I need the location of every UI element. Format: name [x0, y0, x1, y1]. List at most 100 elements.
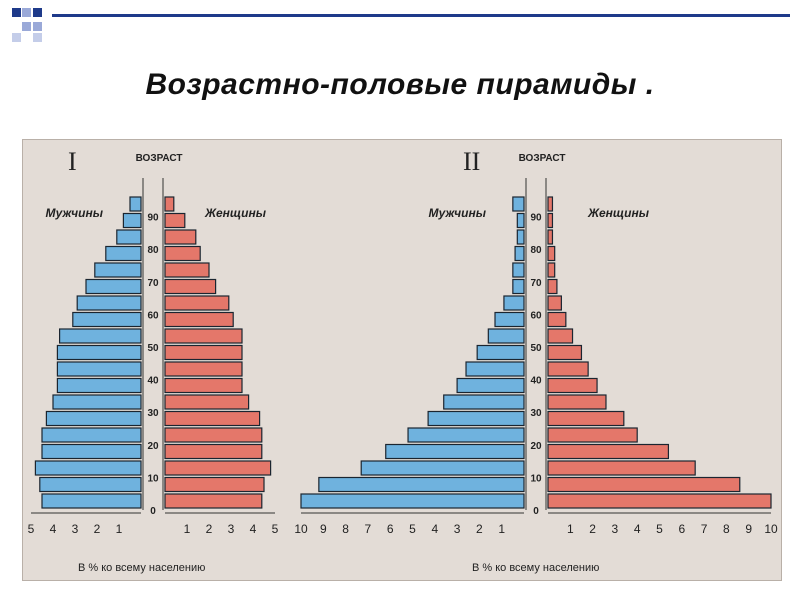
pyramid-2-x-tick-left-3: 3 [454, 522, 461, 536]
pyramid-2-bar-male-18 [512, 196, 525, 212]
pyramid-2-series-label-male: Мужчины [429, 206, 487, 220]
pyramid-2-bar-male-0 [300, 493, 525, 509]
pyramid-2-x-tick-right-2: 2 [589, 522, 596, 536]
pyramid-2-age-tick-10: 10 [530, 473, 542, 484]
deco-square-light-2 [22, 22, 31, 31]
pyramid-1-x-tick-left-3: 3 [72, 522, 79, 536]
pyramid-1-bar-female-18 [164, 196, 175, 212]
pyramid-2-age-tick-60: 60 [530, 310, 542, 321]
pyramid-1-x-tick-right-5: 5 [272, 522, 279, 536]
pyramid-1-x-tick-right-4: 4 [250, 522, 257, 536]
pyramid-1-bar-male-14 [94, 262, 142, 278]
pyramid-1-bar-female-11 [164, 311, 234, 328]
pyramid-1-xlabel: В % ко всему населению [78, 562, 205, 574]
pyramid-2-age-tick-50: 50 [530, 343, 542, 354]
pyramid-1-series-label-female: Женщины [204, 206, 267, 220]
pyramid-2-bar-female-16 [547, 229, 554, 245]
pyramid-1-age-tick-70: 70 [147, 278, 159, 289]
pyramid-2-bar-male-7 [456, 377, 525, 394]
pyramid-1-age-tick-80: 80 [147, 245, 159, 256]
pyramid-1-bar-male-11 [72, 311, 142, 328]
pyramid-2-x-tick-left-2: 2 [476, 522, 483, 536]
pyramid-1-bar-female-4 [164, 427, 263, 443]
pyramid-2-bar-male-11 [494, 311, 525, 328]
pyramid-2-bar-female-2 [547, 460, 696, 476]
pyramid-2-x-tick-right-9: 9 [745, 522, 752, 536]
pyramid-1-bar-female-3 [164, 443, 263, 460]
pyramid-2-x-tick-left-4: 4 [431, 522, 438, 536]
pyramid-2-x-tick-left-7: 7 [365, 522, 372, 536]
pyramid-2-x-tick-right-7: 7 [701, 522, 708, 536]
deco-square-light-1 [22, 8, 31, 17]
pyramid-2-bar-male-14 [512, 262, 525, 278]
pyramid-1-bar-female-8 [164, 361, 243, 377]
pyramid-2-x-tick-left-10: 10 [294, 522, 308, 536]
pyramid-2-x-tick-right-10: 10 [764, 522, 778, 536]
pyramid-2-x-tick-left-1: 1 [498, 522, 505, 536]
pyramid-2-bar-male-17 [516, 212, 525, 229]
pyramid-1-x-tick-left-5: 5 [28, 522, 35, 536]
pyramid-2-bar-male-2 [360, 460, 525, 476]
pyramid-2-bar-female-5 [547, 410, 625, 427]
pyramid-2-age-tick-80: 80 [530, 245, 542, 256]
pyramid-1-bar-female-10 [164, 328, 243, 344]
pyramid-2-age-tick-20: 20 [530, 441, 542, 452]
pyramid-2-bar-male-12 [503, 295, 525, 311]
pyramid-1-bar-female-14 [164, 262, 210, 278]
pyramid-1-bar-male-12 [76, 295, 142, 311]
pyramid-1-x-tick-right-2: 2 [206, 522, 213, 536]
pyramid-1-bar-male-0 [41, 493, 142, 509]
pyramid-2-bar-male-1 [318, 476, 525, 493]
pyramid-1-bar-male-1 [39, 476, 142, 493]
pyramid-1-bar-female-7 [164, 377, 243, 394]
pyramid-2-bar-female-13 [547, 278, 558, 295]
pyramid-2-bar-male-13 [512, 278, 525, 295]
slide-title: Возрастно-половые пирамиды . [145, 68, 655, 101]
pyramid-2-x-tick-left-9: 9 [320, 522, 327, 536]
pyramid-1-bar-male-15 [105, 245, 142, 262]
pyramid-2-bar-female-1 [547, 476, 741, 493]
pyramid-2-bar-male-3 [385, 443, 525, 460]
pyramid-2-bar-male-5 [427, 410, 525, 427]
pyramid-1-bar-female-0 [164, 493, 263, 509]
pyramid-2-x-tick-left-5: 5 [409, 522, 416, 536]
pyramid-1-bar-female-1 [164, 476, 265, 493]
pyramid-1-x-tick-left-1: 1 [116, 522, 123, 536]
pyramid-2-bar-female-7 [547, 377, 598, 394]
pyramid-1-age-tick-60: 60 [147, 310, 159, 321]
pyramid-1-age-tick-20: 20 [147, 441, 159, 452]
pyramid-2-age-tick-70: 70 [530, 278, 542, 289]
pyramid-1-bar-female-13 [164, 278, 217, 295]
pyramid-1-x-tick-right-3: 3 [228, 522, 235, 536]
pyramid-1-x-tick-right-1: 1 [184, 522, 191, 536]
pyramid-1-bar-male-4 [41, 427, 142, 443]
pyramid-1-age-tick-0: 0 [150, 506, 156, 517]
deco-square-dark-2 [33, 8, 42, 17]
pyramid-2-age-axis-label: ВОЗРАСТ [519, 153, 566, 164]
pyramid-1-bar-female-15 [164, 245, 201, 262]
pyramid-2-x-tick-right-8: 8 [723, 522, 730, 536]
pyramid-2-series-label-female: Женщины [587, 206, 650, 220]
pyramid-1-bar-male-2 [34, 460, 142, 476]
deco-square-light-5 [33, 33, 42, 42]
pyramid-2-bar-female-0 [547, 493, 772, 509]
deco-square-dark-1 [12, 8, 21, 17]
pyramid-1-bar-female-2 [164, 460, 272, 476]
pyramid-1-bar-male-9 [56, 344, 142, 361]
slide-decoration [12, 8, 790, 42]
pyramid-2-bar-male-6 [443, 394, 525, 410]
pyramid-1-bar-male-10 [58, 328, 142, 344]
pyramid-1-bar-female-5 [164, 410, 261, 427]
pyramid-2-xlabel: В % ко всему населению [472, 562, 599, 574]
pyramid-2-bar-male-4 [407, 427, 525, 443]
pyramid-1-title: I [68, 147, 77, 176]
pyramid-2-x-tick-left-6: 6 [387, 522, 394, 536]
pyramid-2-x-tick-right-3: 3 [612, 522, 619, 536]
pyramid-1-bar-male-16 [116, 229, 142, 245]
pyramid-1-age-tick-50: 50 [147, 343, 159, 354]
pyramid-2-bar-female-6 [547, 394, 607, 410]
pyramid-1-age-axis-label: ВОЗРАСТ [136, 153, 183, 164]
pyramid-1-bar-male-18 [129, 196, 142, 212]
pyramid-2-bar-female-12 [547, 295, 562, 311]
